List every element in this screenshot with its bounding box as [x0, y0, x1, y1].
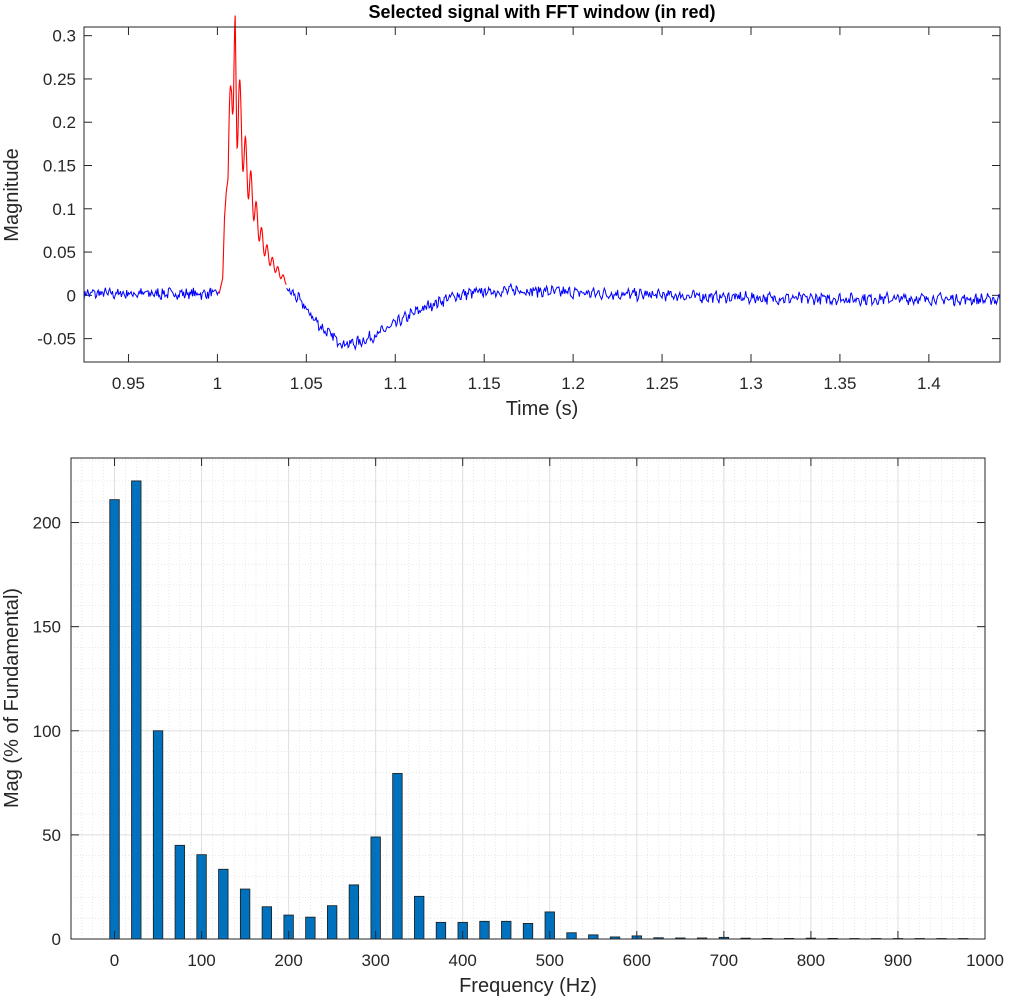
y-tick-label: 100 [33, 722, 61, 741]
x-tick-label: 1.05 [290, 374, 323, 393]
x-tick-label: 1.1 [383, 374, 407, 393]
y-tick-label: 200 [33, 514, 61, 533]
y-tick-label: -0.05 [37, 330, 76, 349]
spectrum-bar [109, 499, 120, 940]
x-tick-label: 0 [110, 951, 119, 970]
x-tick-label: 1.3 [739, 374, 763, 393]
x-tick-label: 200 [274, 951, 302, 970]
time-plot-area [84, 27, 1000, 362]
spectrum-bar [566, 932, 577, 940]
spectrum-bar [305, 916, 316, 940]
spectrum-bar [392, 773, 403, 940]
spectrum-bar [152, 730, 164, 940]
time-plot-border [83, 26, 1001, 363]
x-tick-label: 600 [623, 951, 651, 970]
spectrum-bar [479, 920, 490, 940]
spectrum-bar [348, 884, 360, 940]
spectrum-bar [370, 836, 381, 940]
signal-line-post-window [286, 282, 1001, 351]
spectrum-bar [326, 905, 338, 940]
time-plot-xlabel: Time (s) [506, 398, 579, 420]
spectrum-bar [414, 895, 425, 940]
spectrum-bar [501, 920, 512, 940]
time-plot-title: Selected signal with FFT window (in red) [368, 2, 715, 22]
y-tick-label: 150 [33, 618, 61, 637]
spectrum-bar [174, 844, 185, 940]
x-tick-label: 800 [797, 951, 825, 970]
y-tick-label: 0.15 [43, 157, 76, 176]
y-tick-label: 0.25 [43, 70, 76, 89]
x-tick-label: 1.15 [468, 374, 501, 393]
spectrum-bar [218, 868, 229, 940]
spectrum-bar [239, 888, 251, 940]
x-tick-label: 700 [710, 951, 738, 970]
x-tick-label: 0.95 [112, 374, 145, 393]
spectrum-bar [261, 906, 273, 940]
time-signal-plot: 0.95 1 1.05 1.1 1.15 1.2 1.25 1.3 1.35 1.4 -0.05 0 0… [1, 2, 1001, 420]
fft-plot-border [70, 457, 986, 940]
x-tick-label: 1.4 [917, 374, 941, 393]
fft-plot-grid [70, 458, 986, 940]
y-tick-label: 0.3 [52, 27, 76, 46]
y-tick-label: 0.2 [52, 113, 76, 132]
y-tick-label: 0 [67, 286, 76, 305]
time-plot-ylabel: Magnitude [1, 148, 23, 241]
x-tick-label: 1.25 [646, 374, 679, 393]
fft-spectrum-plot: 0 100 200 300 400 500 600 700 800 900 1000 0 50 100 15… [1, 457, 1004, 997]
x-tick-label: 500 [536, 951, 564, 970]
y-tick-label: 0.1 [52, 200, 76, 219]
spectrum-bar [588, 934, 599, 940]
x-tick-label: 100 [187, 951, 215, 970]
fft-plot-ylabel: Mag (% of Fundamental) [1, 588, 23, 808]
time-plot-series [83, 15, 1001, 351]
signal-line-pre-window [83, 286, 220, 301]
spectrum-bar [522, 922, 534, 940]
fft-plot-tick-labels: 0 100 200 300 400 500 600 700 800 900 1000 0 50 100 15… [33, 514, 1004, 970]
spectrum-bar [196, 854, 207, 940]
x-tick-label: 400 [449, 951, 477, 970]
y-tick-label: 0.05 [43, 243, 76, 262]
spectrum-bar [131, 480, 142, 940]
time-plot-tick-labels: 0.95 1 1.05 1.1 1.15 1.2 1.25 1.3 1.35 1.4 -0.05 0 0… [37, 27, 940, 393]
x-tick-label: 1.2 [561, 374, 585, 393]
x-tick-label: 1.35 [823, 374, 856, 393]
fft-plot-xlabel: Frequency (Hz) [459, 975, 597, 997]
x-tick-label: 300 [361, 951, 389, 970]
time-plot-ticks [84, 27, 1000, 362]
fft-window-signal-line [218, 15, 287, 294]
y-tick-label: 0 [52, 930, 61, 949]
x-tick-label: 1 [213, 374, 222, 393]
spectrum-bar [435, 921, 447, 940]
x-tick-label: 900 [884, 951, 912, 970]
x-tick-label: 1000 [966, 951, 1004, 970]
y-tick-label: 50 [42, 826, 61, 845]
